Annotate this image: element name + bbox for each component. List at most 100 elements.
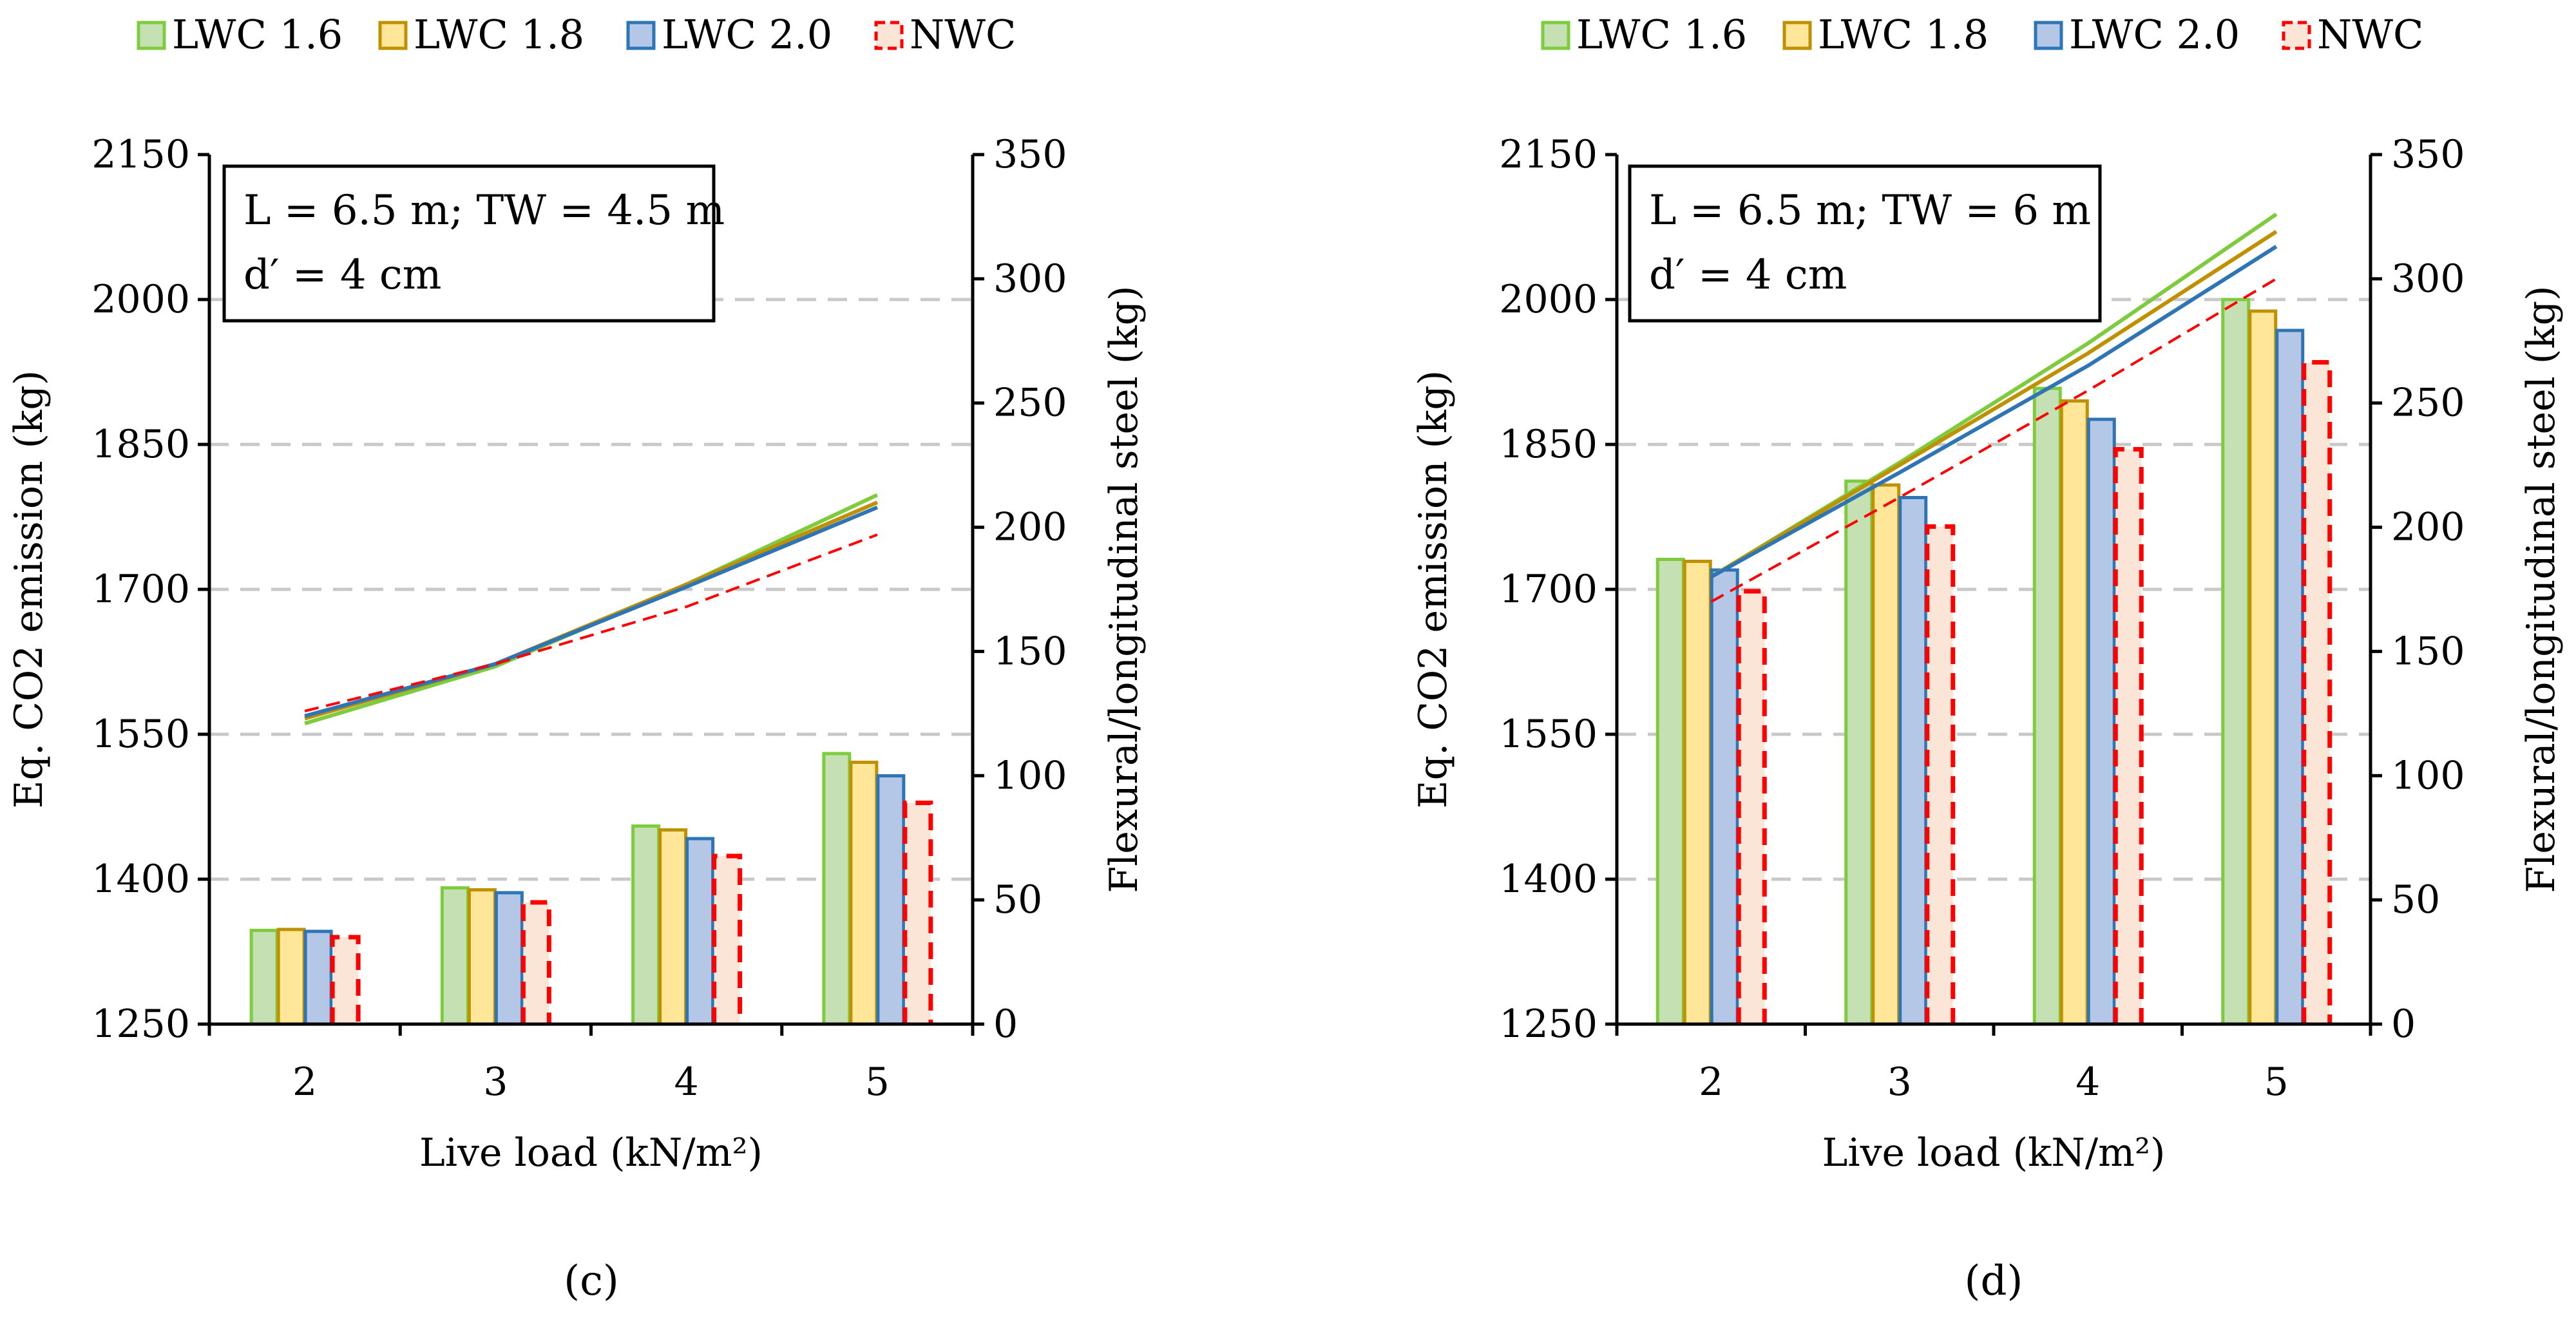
bar-nwc-3 xyxy=(1927,526,1953,1024)
legend-item-lwc-1-6: LWC 1.6 xyxy=(1541,11,1747,58)
bar-lwc-1-8-3 xyxy=(1873,485,1899,1024)
bar-lwc-1-8-5 xyxy=(850,762,877,1024)
legend-item-nwc: NWC xyxy=(2282,11,2423,58)
y-tick-label-left: 1250 xyxy=(1499,1002,1598,1047)
bar-lwc-1-6-4 xyxy=(2034,388,2061,1024)
bar-lwc-1-8-2 xyxy=(278,929,305,1024)
bar-nwc-3 xyxy=(523,902,549,1024)
annotation-frame xyxy=(222,164,716,323)
y-tick-label-right: 350 xyxy=(993,132,1067,177)
bar-lwc-1-6-4 xyxy=(633,826,659,1024)
bar-outline-nwc-2 xyxy=(330,935,361,1024)
bar-lwc-1-6-3 xyxy=(442,888,468,1024)
bar-outline-nwc-3 xyxy=(520,900,551,1024)
y-tick-label-right: 200 xyxy=(2391,505,2465,550)
y-tick-label-left: 1400 xyxy=(91,857,190,902)
x-tick-label: 2 xyxy=(292,1060,317,1105)
legend-swatch xyxy=(378,21,408,50)
chart-panel-d: LWC 1.6 LWC 1.8 LWC 2.0 NWC Eq. CO2 emissio… xyxy=(1411,11,2564,1305)
annotation-line-2: d′ = 4 cm xyxy=(243,251,441,299)
bar-outline-nwc-4 xyxy=(2113,447,2144,1024)
y-tick-label-right: 50 xyxy=(993,877,1042,922)
y-tick-label-right: 0 xyxy=(993,1002,1018,1047)
bar-nwc-4 xyxy=(714,856,740,1024)
bar-nwc-2 xyxy=(332,937,359,1024)
annotation-box: L = 6.5 m; TW = 6 m d′ = 4 cm xyxy=(1628,164,2102,323)
line-lwc-1-8 xyxy=(1710,230,2278,579)
legend-item-lwc-2-0: LWC 2.0 xyxy=(2034,11,2240,58)
y-tick-label-right: 300 xyxy=(993,256,1067,301)
bar-lwc-1-6-3 xyxy=(1846,481,1872,1024)
x-axis-label: Live load (kN/m²) xyxy=(1822,1130,2166,1175)
bar-outline-lwc-2-0-4 xyxy=(2086,417,2116,1024)
y-tick-label-right: 100 xyxy=(2391,753,2465,798)
bar-outline-lwc-2-0-2 xyxy=(303,929,333,1024)
legend-swatch xyxy=(626,21,656,50)
bar-lwc-2-0-3 xyxy=(1900,497,1926,1024)
legend-swatch xyxy=(137,21,166,50)
y-tick-label-left: 2150 xyxy=(91,132,190,177)
y-tick-label-left: 2000 xyxy=(1499,277,1598,322)
legend: LWC 1.6 LWC 1.8 LWC 2.0 NWC xyxy=(137,11,1016,58)
lines xyxy=(1710,213,2278,604)
x-axis-label: Live load (kN/m²) xyxy=(419,1130,763,1175)
y-tick-label-left: 1700 xyxy=(1499,567,1598,612)
bar-lwc-1-8-5 xyxy=(2249,311,2276,1024)
bar-lwc-2-0-2 xyxy=(305,931,332,1024)
bar-lwc-2-0-4 xyxy=(2088,419,2115,1024)
y-tick-label-right: 200 xyxy=(993,505,1067,550)
bar-lwc-1-8-2 xyxy=(1684,561,1711,1024)
bar-lwc-1-6-2 xyxy=(1657,559,1684,1024)
panel-label: (d) xyxy=(1965,1257,2023,1305)
bar-lwc-2-0-2 xyxy=(1712,570,1738,1024)
y-tick-label-left: 1550 xyxy=(91,712,190,757)
bar-lwc-1-8-4 xyxy=(2061,401,2088,1024)
y-tick-label-right: 50 xyxy=(2391,877,2440,922)
legend-swatch xyxy=(1541,21,1570,50)
line-lwc-2-0 xyxy=(1710,245,2278,579)
y-tick-label-left: 1400 xyxy=(1499,857,1598,902)
y-tick-label-right: 350 xyxy=(2391,132,2465,177)
bar-nwc-5 xyxy=(904,803,931,1024)
legend-label: NWC xyxy=(2317,11,2423,58)
x-tick-label: 4 xyxy=(674,1060,699,1105)
x-tick-label: 3 xyxy=(483,1060,508,1105)
axes: 1250 1400 1550 1700 1850 2000 2150 0 50 100 150 200… xyxy=(1499,132,2465,1105)
y-tick-label-right: 0 xyxy=(2391,1002,2416,1047)
y-tick-label-right: 250 xyxy=(993,381,1067,426)
annotation-line-2: d′ = 4 cm xyxy=(1649,251,1847,299)
bar-lwc-2-0-5 xyxy=(877,775,904,1024)
chart-panel-c: LWC 1.6 LWC 1.8 LWC 2.0 NWC Eq. CO2 emissio… xyxy=(6,11,1147,1305)
y-tick-label-left: 2150 xyxy=(1499,132,1598,177)
y-tick-label-left: 2000 xyxy=(91,277,190,322)
bars xyxy=(249,752,933,1024)
annotation-line-1: L = 6.5 m; TW = 4.5 m xyxy=(243,187,725,234)
y-axis-label-left: Eq. CO2 emission (kg) xyxy=(1411,370,1456,808)
legend-label: LWC 1.8 xyxy=(1818,11,1989,58)
legend-item-lwc-1-8: LWC 1.8 xyxy=(1782,11,1989,58)
legend-label: LWC 2.0 xyxy=(662,11,832,58)
y-tick-label-left: 1850 xyxy=(91,422,190,467)
legend-swatch xyxy=(2034,21,2063,50)
bar-outline-lwc-2-0-5 xyxy=(876,774,906,1024)
annotation-frame xyxy=(1628,164,2102,323)
annotation-box: L = 6.5 m; TW = 4.5 m d′ = 4 cm xyxy=(222,164,725,323)
line-lwc-2-0 xyxy=(304,505,879,718)
y-axis-label-right: Flexural/longitudinal steel (kg) xyxy=(1102,285,1147,893)
legend-label: LWC 1.6 xyxy=(172,11,343,58)
legend-swatch xyxy=(1782,21,1812,50)
y-axis-label-left: Eq. CO2 emission (kg) xyxy=(6,370,52,808)
bar-lwc-1-6-5 xyxy=(823,754,850,1024)
bar-lwc-2-0-5 xyxy=(2276,330,2303,1024)
bar-lwc-1-6-5 xyxy=(2222,300,2249,1024)
bar-lwc-2-0-3 xyxy=(496,893,522,1024)
legend-item-nwc: NWC xyxy=(874,11,1016,58)
y-tick-label-left: 1700 xyxy=(91,567,190,612)
bars xyxy=(1655,298,2333,1024)
legend: LWC 1.6 LWC 1.8 LWC 2.0 NWC xyxy=(1541,11,2423,58)
bar-outline-nwc-5 xyxy=(2302,360,2333,1024)
bar-outline-nwc-4 xyxy=(712,853,743,1024)
legend-label: LWC 1.6 xyxy=(1576,11,1747,58)
